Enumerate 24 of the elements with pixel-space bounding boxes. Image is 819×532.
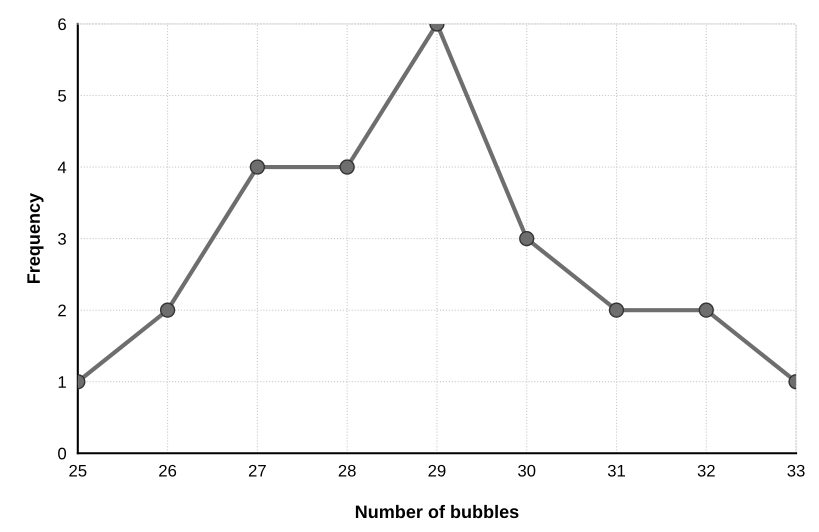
point — [519, 230, 534, 246]
x-tick-label: 28 — [338, 464, 356, 477]
point — [160, 302, 176, 318]
x-tick-label: 30 — [518, 464, 536, 477]
y-tick-label: 3 — [58, 233, 66, 245]
point — [698, 302, 714, 318]
y-tick-label: 0 — [58, 448, 66, 460]
y-tick-label: 2 — [58, 304, 66, 316]
x-tick-label: 29 — [428, 464, 446, 477]
point — [608, 302, 624, 318]
x-tick-label: 31 — [608, 464, 625, 477]
y-tick-label: 5 — [58, 90, 66, 102]
x-tick-label: 27 — [248, 464, 266, 476]
y-axis-title: Frequency — [27, 193, 44, 284]
x-tick-label: 33 — [787, 464, 805, 477]
x-axis-title: Number of bubbles — [356, 504, 518, 518]
point — [340, 159, 355, 175]
x-tick-label: 32 — [698, 464, 715, 477]
x-tick-label: 25 — [69, 464, 86, 477]
point — [250, 159, 266, 175]
y-tick-label: 4 — [58, 162, 66, 174]
x-tick-label: 26 — [159, 464, 176, 477]
y-tick-label: 1 — [58, 376, 66, 388]
y-tick-label: 6 — [58, 18, 66, 30]
